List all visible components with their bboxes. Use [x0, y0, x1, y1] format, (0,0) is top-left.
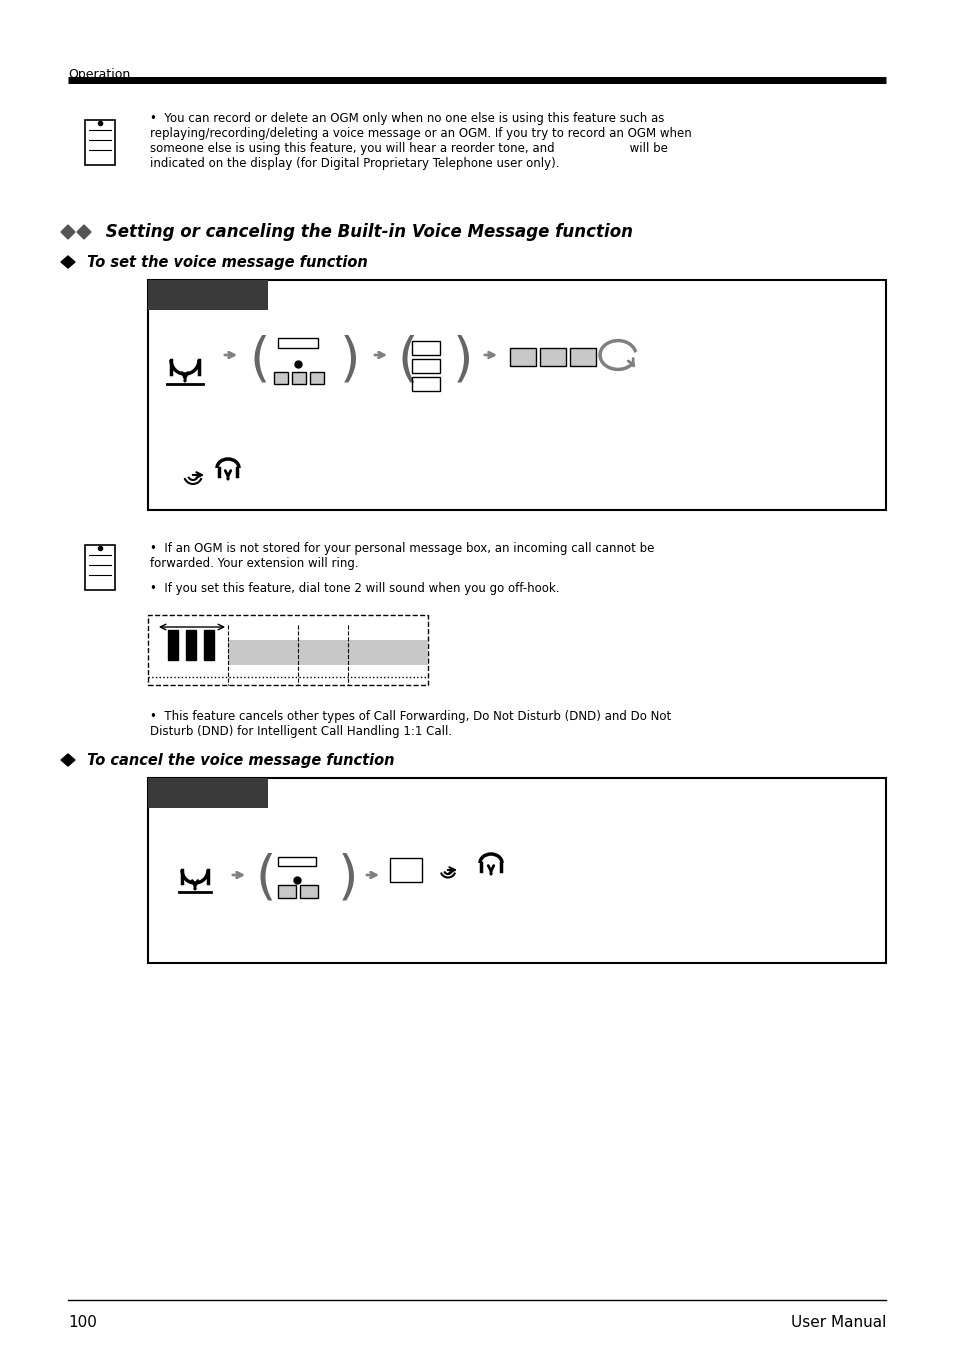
Text: Setting or canceling the Built-in Voice Message function: Setting or canceling the Built-in Voice …: [100, 223, 633, 240]
Text: (: (: [250, 335, 271, 386]
Bar: [148, 280, 268, 309]
Text: ): ): [339, 335, 360, 386]
Text: •  This feature cancels other types of Call Forwarding, Do Not Disturb (DND) and: • This feature cancels other types of Ca…: [150, 711, 671, 738]
Bar: [277, 857, 315, 866]
Bar: [148, 615, 428, 685]
Text: ): ): [337, 852, 358, 904]
Bar: [186, 630, 195, 661]
Bar: [204, 630, 213, 661]
Bar: [539, 349, 565, 366]
Polygon shape: [61, 226, 75, 239]
Bar: [292, 372, 306, 384]
Bar: [390, 858, 421, 882]
Text: (: (: [397, 335, 418, 386]
Polygon shape: [61, 255, 75, 267]
Bar: [148, 280, 885, 509]
Text: •  If an OGM is not stored for your personal message box, an incoming call canno: • If an OGM is not stored for your perso…: [150, 542, 654, 570]
Bar: [228, 640, 428, 665]
Text: To set the voice message function: To set the voice message function: [82, 254, 367, 269]
Bar: [412, 377, 439, 390]
Bar: [148, 778, 268, 808]
Text: •  You can record or delete an OGM only when no one else is using this feature s: • You can record or delete an OGM only w…: [150, 112, 691, 170]
Bar: [277, 338, 317, 349]
Text: ): ): [453, 335, 473, 386]
Bar: [274, 372, 288, 384]
Bar: [569, 349, 596, 366]
Bar: [299, 885, 317, 898]
Text: (: (: [255, 852, 276, 904]
Bar: [148, 778, 885, 963]
Bar: [168, 630, 178, 661]
Bar: [277, 885, 295, 898]
Polygon shape: [61, 754, 75, 766]
Text: Operation: Operation: [68, 68, 131, 81]
Bar: [412, 359, 439, 373]
Text: 100: 100: [68, 1315, 97, 1329]
Text: User Manual: User Manual: [790, 1315, 885, 1329]
Bar: [510, 349, 536, 366]
Bar: [412, 340, 439, 355]
Bar: [310, 372, 324, 384]
Text: •  If you set this feature, dial tone 2 will sound when you go off-hook.: • If you set this feature, dial tone 2 w…: [150, 582, 558, 594]
Polygon shape: [77, 226, 91, 239]
Text: To cancel the voice message function: To cancel the voice message function: [82, 753, 395, 767]
